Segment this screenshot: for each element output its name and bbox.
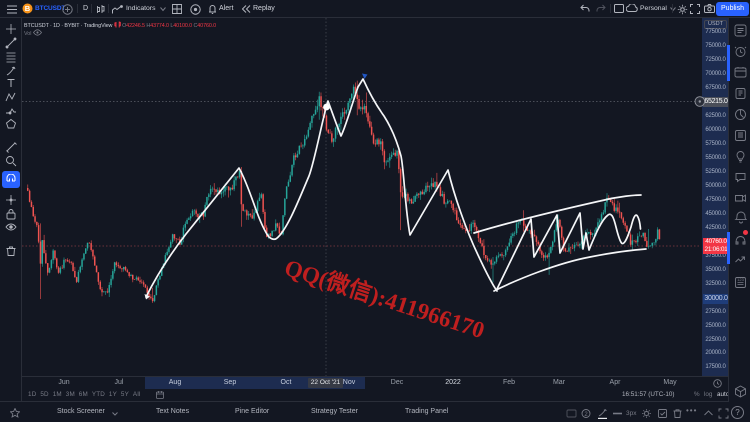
svg-text:B: B	[25, 4, 31, 13]
svg-text:2: 2	[584, 412, 588, 418]
svg-text:QQ(微信):411966170: QQ(微信):411966170	[281, 254, 488, 344]
svg-text:123: 123	[737, 277, 744, 282]
